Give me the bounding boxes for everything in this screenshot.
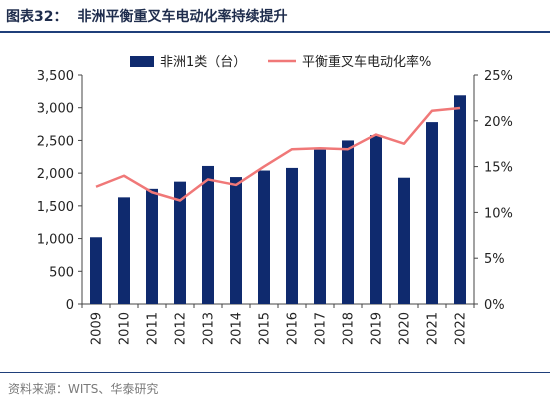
legend-swatch-bar [130, 56, 154, 67]
x-tick-label: 2010 [118, 312, 133, 345]
x-tick-label: 2017 [314, 312, 329, 345]
line-series [95, 106, 461, 202]
bar [202, 165, 214, 304]
x-tick-label: 2021 [426, 312, 441, 345]
footer-divider [0, 372, 550, 373]
left-tick-label: 500 [49, 265, 74, 280]
bar [118, 197, 130, 304]
left-tick-label: 0 [66, 298, 74, 313]
bar [314, 149, 326, 304]
x-tick-label: 2014 [230, 312, 245, 345]
right-tick-label: 20% [484, 115, 513, 130]
legend: 非洲1类（台） 平衡重叉车电动化率% [130, 54, 431, 70]
legend-label-bar: 非洲1类（台） [160, 55, 246, 70]
series-line [95, 106, 461, 202]
x-tick-label: 2013 [202, 312, 217, 345]
bar [370, 135, 382, 304]
right-tick-label: 15% [484, 161, 513, 176]
bar [146, 188, 158, 304]
left-tick-label: 1,000 [37, 233, 74, 248]
x-tick-label: 2015 [258, 312, 273, 345]
bar [174, 181, 186, 304]
left-tick-label: 3,000 [37, 102, 74, 117]
right-tick-label: 0% [484, 298, 505, 313]
bar [90, 237, 102, 304]
legend-label-line: 平衡重叉车电动化率% [302, 54, 431, 70]
figure-label: 图表32： [6, 9, 68, 25]
x-tick-label: 2019 [370, 312, 385, 345]
x-tick-label: 2009 [90, 312, 105, 345]
bar [426, 122, 438, 304]
bar [230, 177, 242, 304]
x-tick-label: 2016 [286, 312, 301, 345]
bar [258, 170, 270, 304]
x-tick-label: 2020 [398, 312, 413, 345]
left-tick-label: 2,500 [37, 134, 74, 149]
bar [454, 95, 466, 304]
chart-title: 图表32： 非洲平衡重叉车电动化率持续提升 [6, 6, 287, 26]
bar-series [90, 95, 466, 304]
axes: 0 500 1,000 1,500 2,000 2,500 3,000 3,500 0% 5% 10… [37, 69, 513, 345]
right-tick-label: 25% [484, 69, 513, 84]
right-tick-label: 10% [484, 206, 513, 221]
bar [342, 140, 354, 304]
bar [398, 177, 410, 304]
bar [286, 167, 298, 304]
x-tick-label: 2022 [454, 312, 469, 345]
combo-chart: 0 500 1,000 1,500 2,000 2,500 3,000 3,500 0% 5% 10… [37, 54, 513, 345]
title-divider [0, 31, 550, 33]
source-note: 资料来源：WITS、华泰研究 [8, 382, 159, 396]
left-tick-label: 1,500 [37, 200, 74, 215]
x-tick-label: 2018 [342, 312, 357, 345]
right-tick-label: 5% [484, 252, 505, 267]
left-tick-label: 3,500 [37, 69, 74, 84]
x-tick-label: 2012 [174, 312, 189, 345]
left-tick-label: 2,000 [37, 167, 74, 182]
x-tick-label: 2011 [146, 312, 161, 345]
title-text: 非洲平衡重叉车电动化率持续提升 [77, 9, 288, 25]
